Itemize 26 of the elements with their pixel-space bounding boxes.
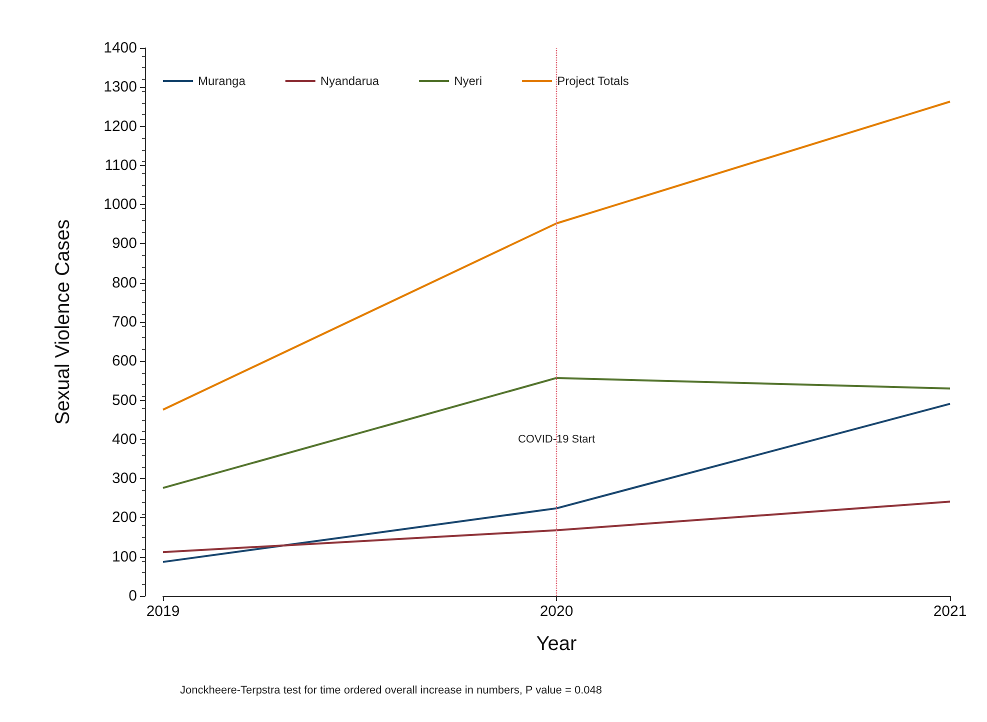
y-tick-label: 1200 bbox=[104, 118, 137, 135]
x-tick-label: 2020 bbox=[540, 603, 574, 620]
y-tick-label: 1300 bbox=[104, 78, 137, 96]
y-tick-label: 600 bbox=[112, 352, 137, 370]
y-tick-label: 700 bbox=[112, 314, 137, 330]
text: Jonckheere-Terpstra test for time ordered overall increase in numbers, P value = 0.048 bbox=[180, 684, 602, 696]
legend-label: Nyandarua bbox=[320, 74, 380, 88]
y-tick-label: 800 bbox=[112, 274, 137, 292]
x-tick-label: 2019 bbox=[146, 603, 180, 620]
y-axis-title: Sexual Violence Cases bbox=[52, 219, 74, 425]
y-tick-label: 1400 bbox=[104, 40, 137, 56]
y-tick-label: 500 bbox=[112, 392, 137, 409]
legend-label: Muranga bbox=[198, 74, 246, 88]
x-axis-title: Year bbox=[536, 633, 578, 655]
x-tick-label: 2021 bbox=[933, 603, 967, 620]
legend-label: Project Totals bbox=[557, 74, 629, 88]
y-tick-label: 400 bbox=[112, 430, 137, 448]
legend-label: Nyeri bbox=[454, 74, 482, 88]
y-tick-label: 1100 bbox=[104, 156, 137, 174]
y-tick-label: 1000 bbox=[104, 196, 137, 214]
y-tick-label: 0 bbox=[128, 588, 137, 604]
annotation: COVID-19 Start bbox=[518, 433, 596, 446]
y-tick-label: 300 bbox=[112, 470, 137, 488]
y-tick-label: 200 bbox=[112, 509, 137, 526]
y-tick-label: 900 bbox=[112, 235, 137, 252]
y-tick-label: 100 bbox=[112, 548, 137, 566]
